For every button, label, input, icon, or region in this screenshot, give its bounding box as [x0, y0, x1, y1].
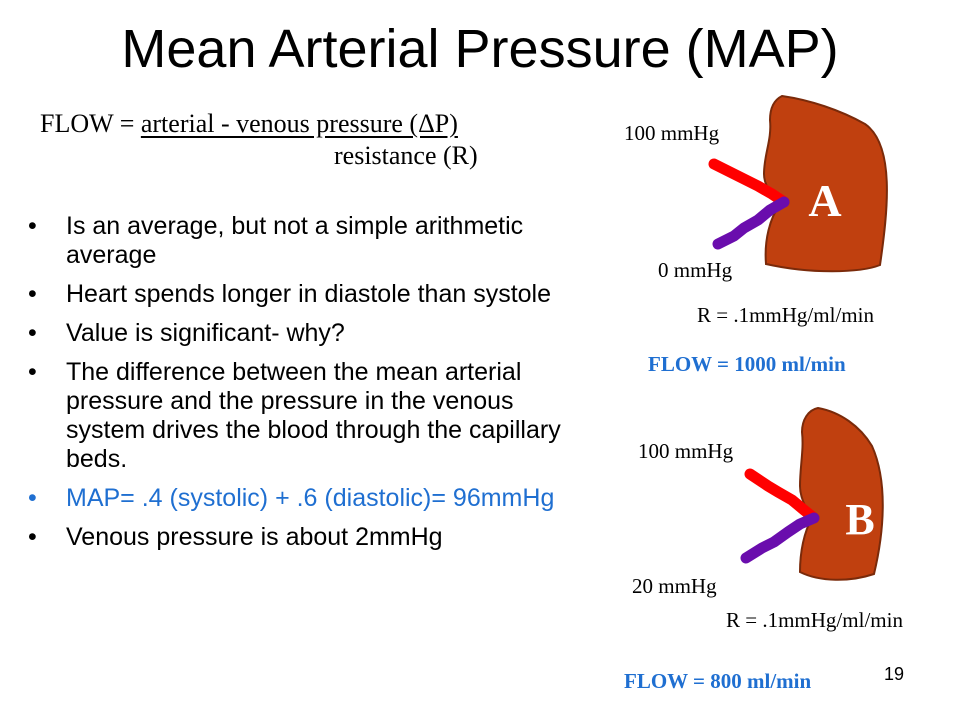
bullet-text: Is an average, but not a simple arithmet… [66, 212, 524, 269]
artery-b-vessel [744, 468, 820, 524]
organ-b-shape [798, 406, 884, 581]
bullet-item: • Is an average, but not a simple arithme… [28, 212, 568, 270]
arterial-pressure-a: 100 mmHg [624, 121, 720, 145]
organ-a-diagram: A [708, 94, 888, 273]
bullet-item: • The difference between the mean arteria… [28, 358, 568, 474]
bullet-item: • Value is significant- why? [28, 319, 568, 348]
bullet-item: • Venous pressure is about 2mmHg [28, 523, 568, 552]
bullet-text: MAP= .4 (systolic) + .6 (diastolic)= 96m… [66, 484, 555, 512]
organ-a-shape [762, 94, 888, 273]
bullet-dot-icon: • [28, 358, 37, 386]
vein-b-vessel [740, 512, 820, 564]
organ-a-letter: A [808, 175, 841, 226]
bullet-dot-icon: • [28, 212, 37, 240]
bullet-list: • Is an average, but not a simple arithme… [28, 212, 568, 562]
arterial-pressure-b: 100 mmHg [638, 439, 734, 463]
venous-pressure-b: 20 mmHg [632, 574, 717, 598]
bullet-text: The difference between the mean arterial… [66, 358, 561, 473]
flow-formula: FLOW = arterial - venous pressure (ΔP) [40, 108, 458, 139]
organ-b-diagram: B [740, 406, 884, 581]
bullet-dot-icon: • [28, 319, 37, 347]
resistance-a: R = .1mmHg/ml/min [697, 303, 874, 327]
organ-b-letter: B [845, 495, 874, 544]
formula-numerator: arterial - venous pressure (ΔP) [140, 109, 458, 138]
vein-a-vessel [712, 196, 790, 250]
flow-value-a: FLOW = 1000 ml/min [648, 352, 846, 376]
formula-denominator: resistance (R) [334, 141, 478, 170]
bullet-dot-icon: • [28, 523, 37, 551]
bullet-item-map-formula: • MAP= .4 (systolic) + .6 (diastolic)= 96… [28, 484, 568, 513]
bullet-text: Heart spends longer in diastole than sys… [66, 280, 552, 308]
bullet-dot-icon: • [28, 484, 37, 512]
bullet-text: Value is significant- why? [66, 319, 345, 347]
page-number: 19 [884, 664, 905, 684]
bullet-item: • Heart spends longer in diastole than sy… [28, 280, 568, 309]
slide-title: Mean Arterial Pressure (MAP) [121, 19, 839, 79]
resistance-b: R = .1mmHg/ml/min [726, 608, 903, 632]
bullet-text: Venous pressure is about 2mmHg [66, 523, 443, 551]
artery-a-vessel [708, 158, 790, 208]
venous-pressure-a: 0 mmHg [658, 258, 733, 282]
flow-value-b: FLOW = 800 ml/min [624, 669, 812, 693]
bullet-dot-icon: • [28, 280, 37, 308]
formula-lhs: FLOW = [40, 109, 141, 138]
